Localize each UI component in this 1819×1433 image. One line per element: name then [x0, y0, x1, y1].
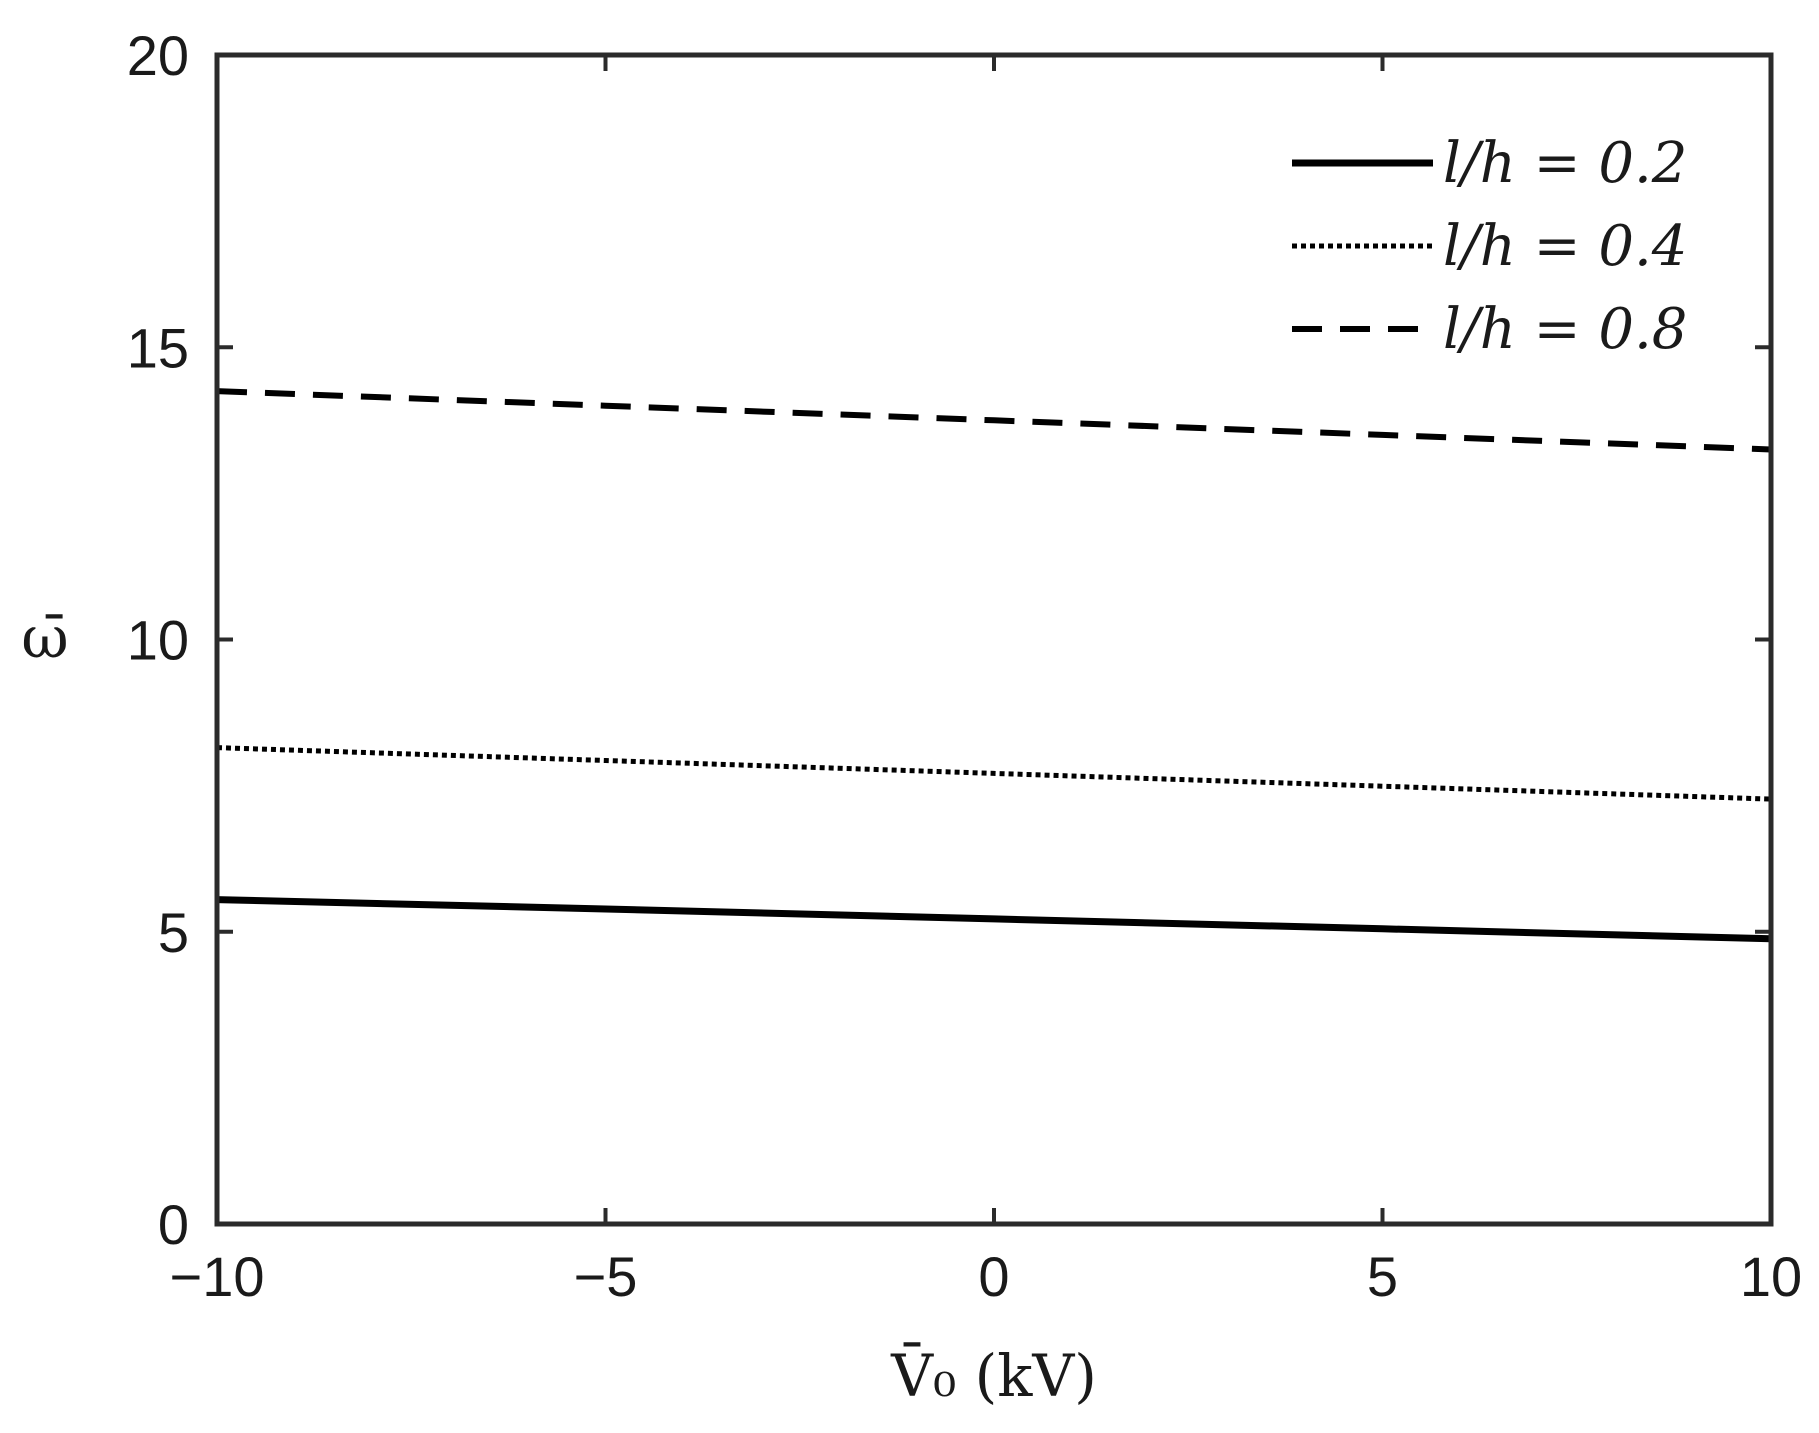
y-tick-label: 15 — [127, 316, 189, 379]
plot-frame — [214, 52, 1774, 1227]
legend-label-1: l/h = 0.2 — [1443, 131, 1687, 196]
y-tick-label: 5 — [158, 901, 189, 964]
x-axis-label: V̄₀ (kV) — [890, 1341, 1097, 1410]
legend: l/h = 0.2 l/h = 0.4 l/h = 0.8 — [1292, 131, 1687, 362]
x-tick-label: −10 — [170, 1245, 265, 1308]
series-line-1 — [216, 896, 1772, 943]
x-tick-label: −5 — [574, 1245, 638, 1308]
y-tick-label: 10 — [127, 609, 189, 672]
series-line-2 — [216, 745, 1772, 802]
x-tick-label: 5 — [1367, 1245, 1398, 1308]
x-tick-label: 0 — [978, 1245, 1009, 1308]
series-layer — [216, 388, 1772, 943]
legend-label-2: l/h = 0.4 — [1443, 214, 1687, 279]
legend-label-3: l/h = 0.8 — [1443, 297, 1687, 362]
tick-labels-layer: −10 −5 0 5 10 0 5 10 15 20 — [127, 24, 1802, 1308]
y-tick-label: 20 — [127, 24, 189, 87]
x-tick-label: 10 — [1740, 1245, 1802, 1308]
series-line-3 — [216, 388, 1772, 453]
y-axis-label: ω̄ — [21, 604, 68, 672]
y-tick-label: 0 — [158, 1193, 189, 1256]
